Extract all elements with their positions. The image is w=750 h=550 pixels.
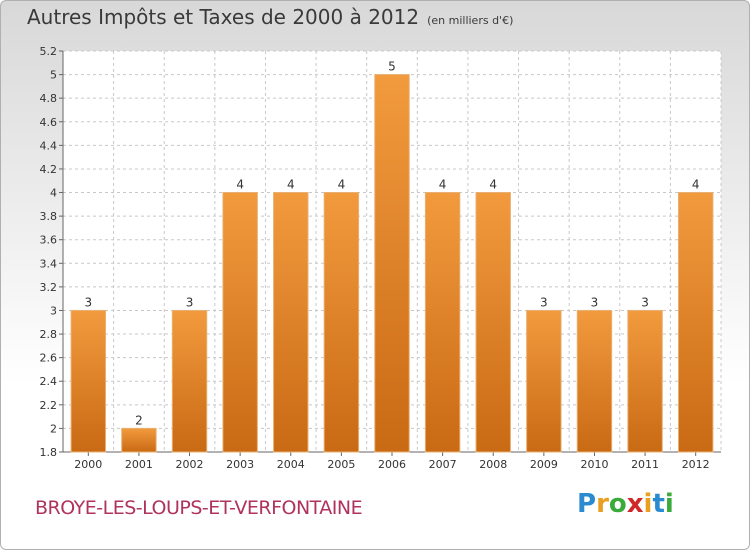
x-tick-label-2006: 2006 <box>378 458 406 471</box>
logo-letter: o <box>608 489 627 519</box>
bar-2001 <box>121 427 157 453</box>
logo-letter: t <box>652 489 665 519</box>
bar-2012 <box>677 192 714 453</box>
bar-2010 <box>576 309 613 453</box>
logo-letter: P <box>577 489 597 519</box>
x-tick-label-2001: 2001 <box>125 458 153 471</box>
x-tick-label-2012: 2012 <box>682 458 710 471</box>
value-label-2006: 5 <box>388 60 396 74</box>
x-tick-label-2007: 2007 <box>429 458 457 471</box>
value-label-2008: 4 <box>489 178 497 192</box>
bar-2005 <box>323 192 360 453</box>
bar-2006 <box>374 74 410 453</box>
x-tick-label-2008: 2008 <box>479 458 507 471</box>
y-tick-label: 5 <box>50 69 57 82</box>
logo-letter: i <box>643 489 653 519</box>
bar-2011 <box>627 309 663 453</box>
y-tick-label: 2.4 <box>40 375 58 388</box>
y-tick-label: 4.2 <box>40 163 58 176</box>
value-label-2005: 4 <box>338 178 346 192</box>
proxiti-logo: Proxiti <box>577 489 674 519</box>
y-tick-label: 2.6 <box>40 352 58 365</box>
bar-2002 <box>171 309 208 453</box>
y-tick-label: 4.6 <box>40 116 58 129</box>
chart-title-text: Autres Impôts et Taxes de 2000 à 2012 <box>27 5 420 29</box>
bar-2003 <box>222 192 258 453</box>
logo-letter: i <box>664 489 674 519</box>
x-tick-label-2005: 2005 <box>327 458 355 471</box>
value-label-2002: 3 <box>186 295 194 309</box>
bar-2007 <box>424 192 461 453</box>
y-tick-label: 2 <box>50 422 57 435</box>
y-tick-label: 3.4 <box>40 257 58 270</box>
value-label-2001: 2 <box>135 413 143 427</box>
logo-letter: r <box>596 489 609 519</box>
value-label-2010: 3 <box>591 295 599 309</box>
commune-name: BROYE-LES-LOUPS-ET-VERFONTAINE <box>35 497 363 519</box>
value-label-2007: 4 <box>439 178 447 192</box>
labels: 3 2 3 4 4 4 5 4 4 3 3 3 4 <box>84 60 699 428</box>
x-tick-label-2003: 2003 <box>226 458 254 471</box>
y-tick-label: 4 <box>50 187 57 200</box>
y-tick-label: 3 <box>50 304 57 317</box>
bar-2009 <box>526 309 562 453</box>
value-label-2012: 4 <box>692 178 700 192</box>
y-tick-label: 4.8 <box>40 92 58 105</box>
y-tick-label: 2.2 <box>40 399 58 412</box>
x-tick-label-2002: 2002 <box>176 458 204 471</box>
x-tick-label-2000: 2000 <box>74 458 102 471</box>
y-tick-label: 3.2 <box>40 281 58 294</box>
axes: 1.8 2 2.2 2.4 2.6 2.8 3 3.2 3.4 3.6 3.8 4 4.2 4.4 4.6 4… <box>40 45 721 471</box>
y-tick-label: 3.8 <box>40 210 58 223</box>
x-tick-label-2010: 2010 <box>580 458 608 471</box>
x-tick-label-2011: 2011 <box>631 458 659 471</box>
chart-title: Autres Impôts et Taxes de 2000 à 2012 (en… <box>27 5 513 29</box>
value-label-2003: 4 <box>236 178 244 192</box>
bar-2000 <box>70 309 107 453</box>
y-tick-label: 3.6 <box>40 234 58 247</box>
y-tick-label: 1.8 <box>40 446 58 459</box>
x-tick-label-2009: 2009 <box>530 458 558 471</box>
bar-2008 <box>475 192 511 453</box>
value-label-2004: 4 <box>287 178 295 192</box>
value-label-2000: 3 <box>84 295 92 309</box>
y-tick-label: 4.4 <box>40 139 58 152</box>
x-tick-label-2004: 2004 <box>277 458 305 471</box>
chart-subtitle: (en milliers d'€) <box>427 14 514 27</box>
bars <box>70 74 714 453</box>
y-tick-label: 5.2 <box>40 45 58 58</box>
value-label-2011: 3 <box>641 295 649 309</box>
bar-2004 <box>273 192 309 453</box>
y-tick-label: 2.8 <box>40 328 58 341</box>
logo-letter: x <box>626 489 644 519</box>
value-label-2009: 3 <box>540 295 548 309</box>
